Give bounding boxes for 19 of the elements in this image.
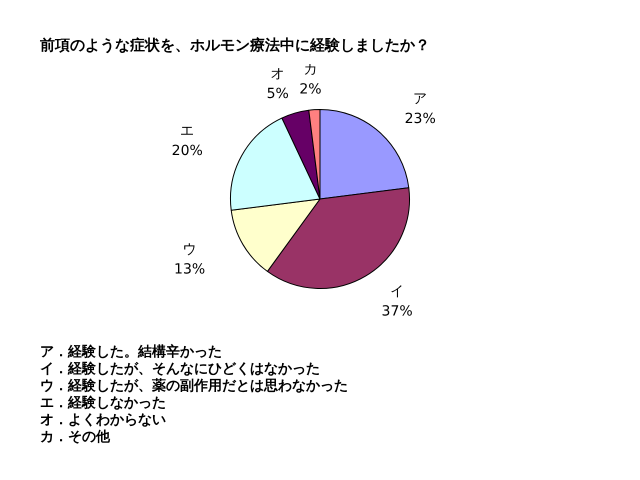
text: カ．その他 <box>40 429 112 446</box>
slice-label: オ <box>270 66 285 82</box>
text: イ．経験したが、そんなにひどくはなかった <box>40 361 321 378</box>
slice-label: イ <box>390 284 404 300</box>
slice-label: ウ <box>182 241 197 258</box>
chart-title: 前項のような症状を、ホルモン療法中に経験しましたか？ <box>40 36 430 55</box>
slice-label: ア <box>413 91 428 107</box>
data-label: 13% <box>174 261 206 278</box>
slice-label: カ <box>303 61 318 78</box>
text: エ．経験しなかった <box>40 395 167 412</box>
data-label: 5% <box>266 86 289 102</box>
text: ア．経験した。結構辛かった <box>40 344 223 361</box>
data-label: 2% <box>299 81 322 98</box>
data-label: 23% <box>404 111 436 127</box>
data-label: 37% <box>382 304 413 320</box>
text: ウ．経験したが、薬の副作用だとは思わなかった <box>40 378 348 395</box>
slice-label: エ <box>180 123 194 140</box>
text: オ．よくわからない <box>40 412 167 429</box>
data-label: 20% <box>172 143 203 160</box>
